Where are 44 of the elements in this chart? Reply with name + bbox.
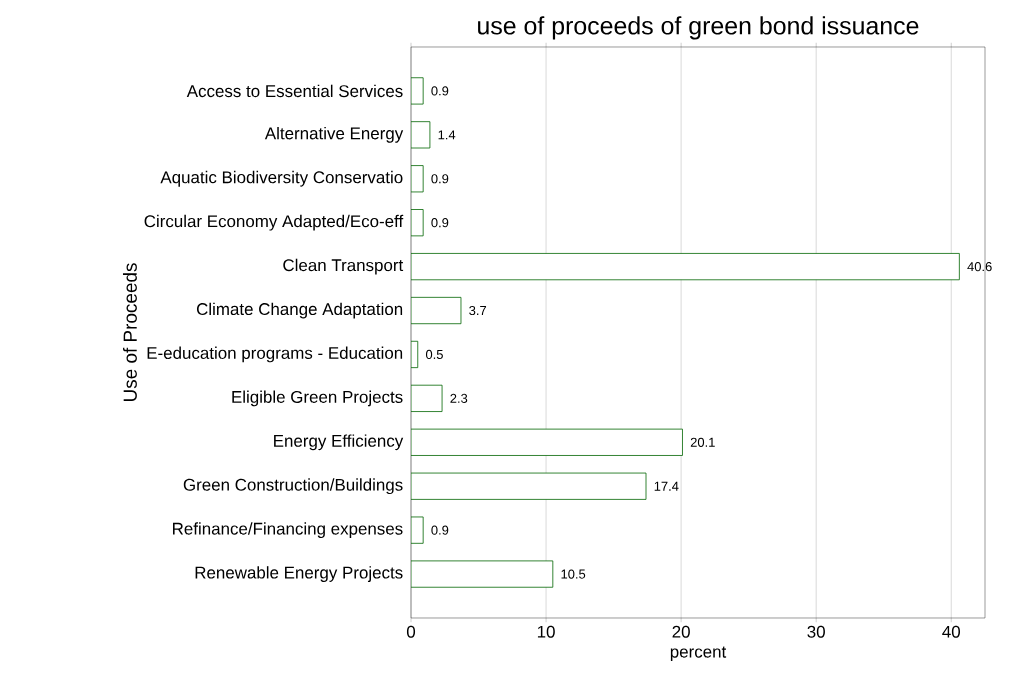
- data-label: 0.9: [431, 174, 449, 184]
- y-tick-label: Circular Economy Adapted/Eco-eff: [144, 214, 404, 231]
- bar: [411, 253, 960, 281]
- x-tick-label: 30: [807, 625, 825, 638]
- y-tick-label: Alternative Energy: [264, 126, 404, 143]
- data-label: 0.5: [425, 349, 443, 360]
- bar: [411, 560, 554, 588]
- bar: [411, 384, 443, 412]
- y-tick-label: Clean Transport: [283, 258, 404, 275]
- y-axis-title: Use of Proceeds: [122, 263, 137, 402]
- y-tick-label: Energy Efficiency: [274, 434, 404, 451]
- y-tick-label: Renewable Energy Projects: [195, 566, 403, 582]
- data-label: 17.4: [654, 481, 679, 491]
- bar: [411, 516, 424, 544]
- bar: [411, 472, 647, 500]
- bar: [411, 77, 424, 105]
- bar: [411, 296, 462, 325]
- y-tick-label: Green Construction/Buildings: [183, 478, 403, 495]
- data-label: 10.5: [561, 569, 586, 579]
- bar: [411, 121, 431, 149]
- y-tick-label: Access to Essential Services: [186, 84, 403, 98]
- bar: [411, 340, 419, 369]
- data-label: 40.6: [967, 262, 992, 272]
- data-label: 1.4: [438, 130, 456, 140]
- x-tick-label: 10: [537, 625, 555, 638]
- bar: [411, 209, 424, 237]
- data-label: 20.1: [690, 437, 715, 447]
- y-tick-label: Refinance/Financing expenses: [173, 522, 403, 539]
- bar: [411, 428, 683, 456]
- y-tick-label: Climate Change Adaptation: [196, 302, 403, 319]
- x-axis-title: percent: [670, 646, 727, 662]
- y-tick-label: Aquatic Biodiversity Conservatio: [160, 170, 403, 187]
- data-label: 2.3: [450, 393, 468, 403]
- y-tick-label: E-education programs - Education: [147, 346, 403, 363]
- x-tick-label: 40: [942, 625, 961, 638]
- y-tick-label: Eligible Green Projects: [232, 390, 403, 407]
- x-tick-label: 20: [672, 625, 690, 638]
- x-tick-label: 0: [406, 625, 416, 638]
- bar: [411, 165, 424, 193]
- data-label: 0.9: [431, 86, 449, 96]
- chart-title: use of proceeds of green bond issuance: [478, 16, 919, 40]
- data-label: 0.9: [431, 218, 449, 228]
- data-label: 3.7: [469, 305, 487, 316]
- data-label: 0.9: [431, 525, 449, 535]
